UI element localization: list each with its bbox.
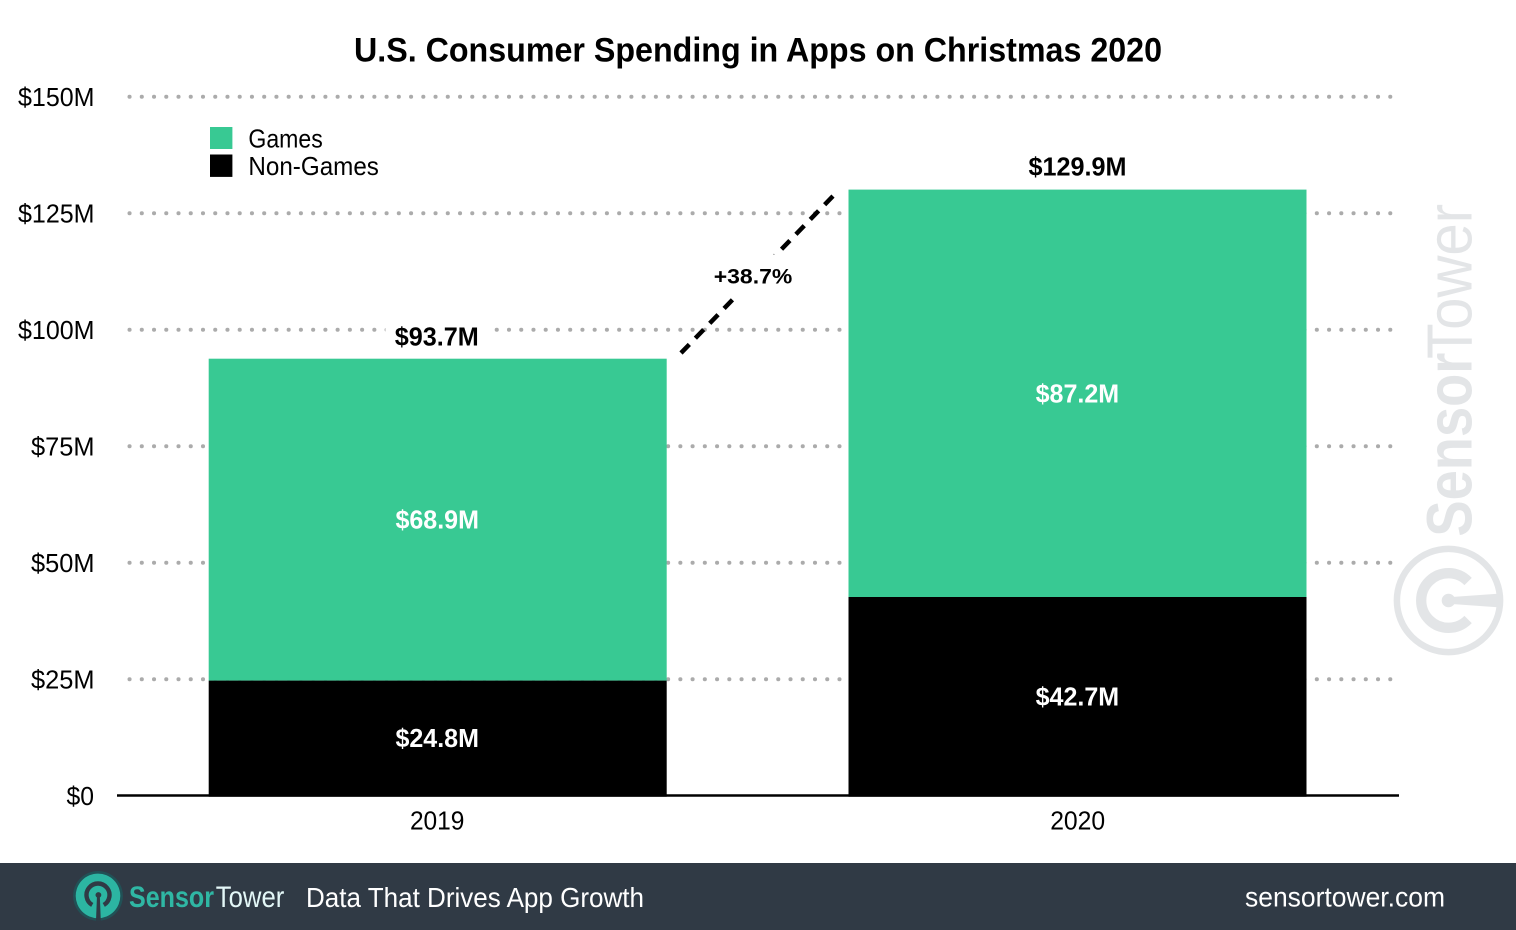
svg-text:$93.7M: $93.7M	[395, 321, 479, 351]
svg-text:$68.9M: $68.9M	[395, 505, 479, 535]
svg-text:U.S. Consumer Spending in Apps: U.S. Consumer Spending in Apps on Christ…	[354, 32, 1162, 70]
svg-text:$87.2M: $87.2M	[1036, 378, 1120, 408]
svg-text:$129.9M: $129.9M	[1029, 151, 1127, 181]
svg-text:+38.7%: +38.7%	[714, 265, 793, 288]
svg-text:$75M: $75M	[31, 431, 95, 461]
svg-text:Sensor: Sensor	[1413, 353, 1485, 537]
svg-text:2020: 2020	[1050, 806, 1105, 836]
svg-text:Games: Games	[248, 124, 322, 154]
svg-text:sensortower.com: sensortower.com	[1245, 882, 1445, 913]
svg-text:$100M: $100M	[18, 315, 95, 345]
svg-text:Data That Drives App Growth: Data That Drives App Growth	[306, 882, 644, 913]
svg-text:Tower: Tower	[216, 881, 285, 914]
svg-text:$125M: $125M	[18, 198, 95, 228]
svg-text:$25M: $25M	[31, 664, 95, 694]
svg-text:Sensor: Sensor	[129, 881, 214, 914]
svg-text:$0: $0	[67, 781, 95, 811]
svg-text:$150M: $150M	[18, 82, 95, 112]
svg-text:$42.7M: $42.7M	[1036, 681, 1120, 711]
svg-text:$50M: $50M	[31, 548, 95, 578]
svg-text:Tower: Tower	[1413, 204, 1485, 359]
svg-text:Non-Games: Non-Games	[248, 151, 379, 181]
svg-text:$24.8M: $24.8M	[395, 723, 479, 753]
svg-text:2019: 2019	[410, 806, 465, 836]
